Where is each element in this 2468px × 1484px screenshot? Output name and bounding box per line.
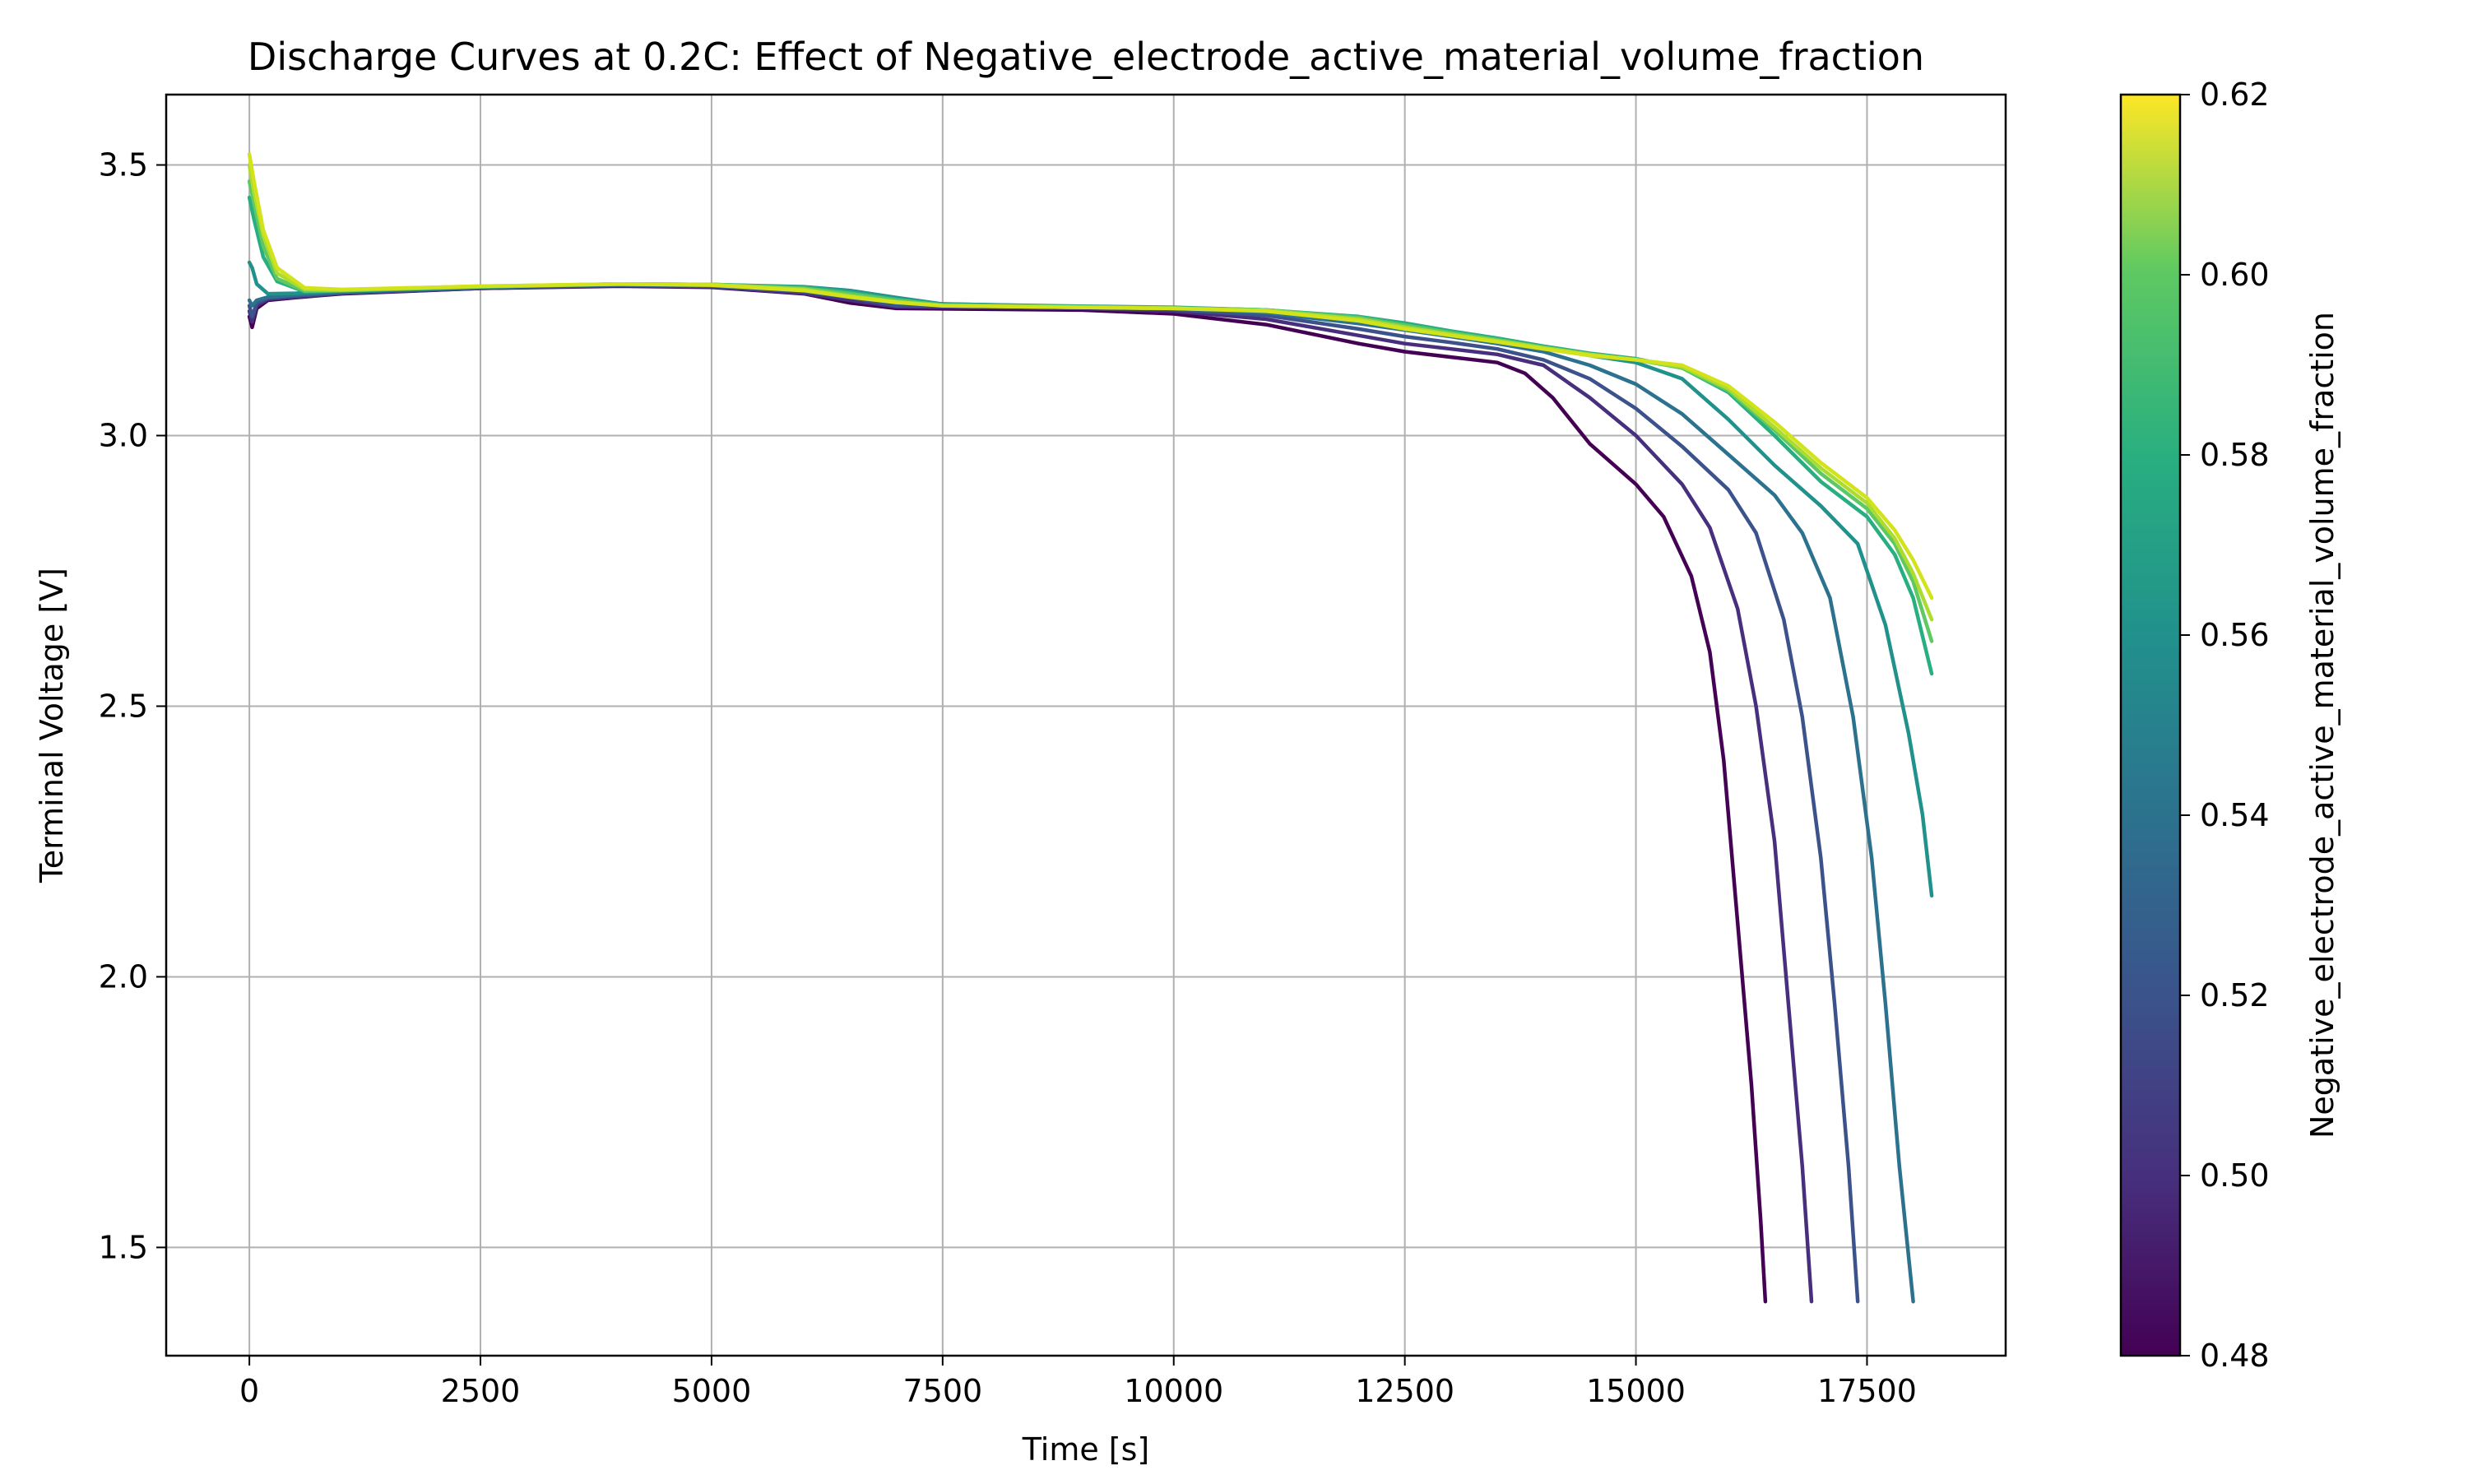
- x-tick-label: 2500: [441, 1373, 521, 1409]
- chart-title: Discharge Curves at 0.2C: Effect of Nega…: [248, 35, 1924, 79]
- discharge-curve: [247, 284, 1814, 1304]
- y-axis: 1.5 2.0 2.5 3.0 3.5: [99, 147, 166, 1265]
- discharge-curve: [247, 152, 1934, 601]
- colorbar-tick-label: 0.62: [2200, 77, 2270, 113]
- x-tick-label: 7500: [902, 1373, 982, 1409]
- x-tick-label: 15000: [1586, 1373, 1686, 1409]
- y-axis-label: Terminal Voltage [V]: [34, 568, 70, 883]
- x-axis-label: Time [s]: [1022, 1431, 1150, 1468]
- x-axis: 0 2500 5000 7500 10000 12500 15000 17500: [239, 1356, 1917, 1409]
- x-tick-label: 5000: [672, 1373, 752, 1409]
- colorbar-ticks: 0.48 0.50 0.52 0.54 0.56 0.58 0.60 0.62: [2180, 77, 2270, 1374]
- discharge-curve: [247, 283, 1860, 1304]
- y-tick-label: 2.5: [99, 688, 148, 724]
- x-tick-label: 17500: [1817, 1373, 1917, 1409]
- series-layer: [247, 152, 1934, 1304]
- y-tick-label: 3.0: [99, 418, 148, 454]
- colorbar-tick-label: 0.54: [2200, 797, 2270, 833]
- grid-layer: [166, 95, 2006, 1356]
- y-tick-label: 3.5: [99, 147, 148, 183]
- colorbar-label: Negative_electrode_active_material_volum…: [2304, 312, 2340, 1139]
- colorbar-tick-label: 0.60: [2200, 257, 2270, 293]
- discharge-curve: [247, 260, 1934, 898]
- y-tick-label: 2.0: [99, 958, 148, 995]
- colorbar-tick-label: 0.56: [2200, 617, 2270, 653]
- colorbar: [2119, 93, 2182, 1357]
- plot-frame: [165, 93, 2007, 1357]
- colorbar-tick-label: 0.48: [2200, 1338, 2270, 1374]
- x-tick-label: 0: [239, 1373, 259, 1409]
- colorbar-tick-label: 0.50: [2200, 1157, 2270, 1194]
- x-tick-label: 10000: [1124, 1373, 1223, 1409]
- colorbar-tick-label: 0.58: [2200, 437, 2270, 473]
- x-tick-label: 12500: [1355, 1373, 1454, 1409]
- colorbar-tick-label: 0.52: [2200, 977, 2270, 1013]
- discharge-curve: [247, 282, 1915, 1304]
- discharge-curve: [247, 284, 1768, 1304]
- y-tick-label: 1.5: [99, 1229, 148, 1265]
